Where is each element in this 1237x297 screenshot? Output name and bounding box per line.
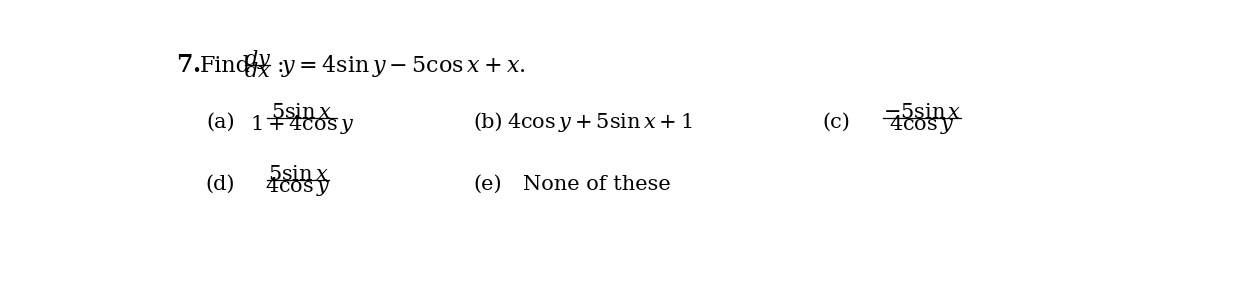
Text: $:$: $:$ — [272, 56, 285, 78]
Text: (d): (d) — [205, 175, 235, 194]
Text: (c): (c) — [823, 113, 851, 132]
Text: $5\sin x$: $5\sin x$ — [271, 103, 333, 122]
Text: $dx$: $dx$ — [244, 61, 271, 80]
Text: $4\cos y + 5\sin x + 1$: $4\cos y + 5\sin x + 1$ — [507, 111, 693, 134]
Text: $5\sin x$: $5\sin x$ — [267, 165, 329, 184]
Text: Find: Find — [199, 56, 251, 78]
Text: (e): (e) — [474, 175, 502, 194]
Text: None of these: None of these — [523, 175, 670, 194]
Text: $-5\sin x$: $-5\sin x$ — [883, 103, 961, 122]
Text: (a): (a) — [207, 113, 235, 132]
Text: $4\cos y$: $4\cos y$ — [889, 113, 955, 136]
Text: $1 + 4\cos y$: $1 + 4\cos y$ — [250, 113, 354, 136]
Text: (b): (b) — [473, 113, 502, 132]
Text: $4\cos y$: $4\cos y$ — [265, 175, 330, 198]
Text: $dy$: $dy$ — [244, 48, 271, 71]
Text: $y = 4\sin y - 5\cos x + x.$: $y = 4\sin y - 5\cos x + x.$ — [281, 53, 526, 79]
Text: $\mathbf{7.}$: $\mathbf{7.}$ — [177, 54, 202, 77]
